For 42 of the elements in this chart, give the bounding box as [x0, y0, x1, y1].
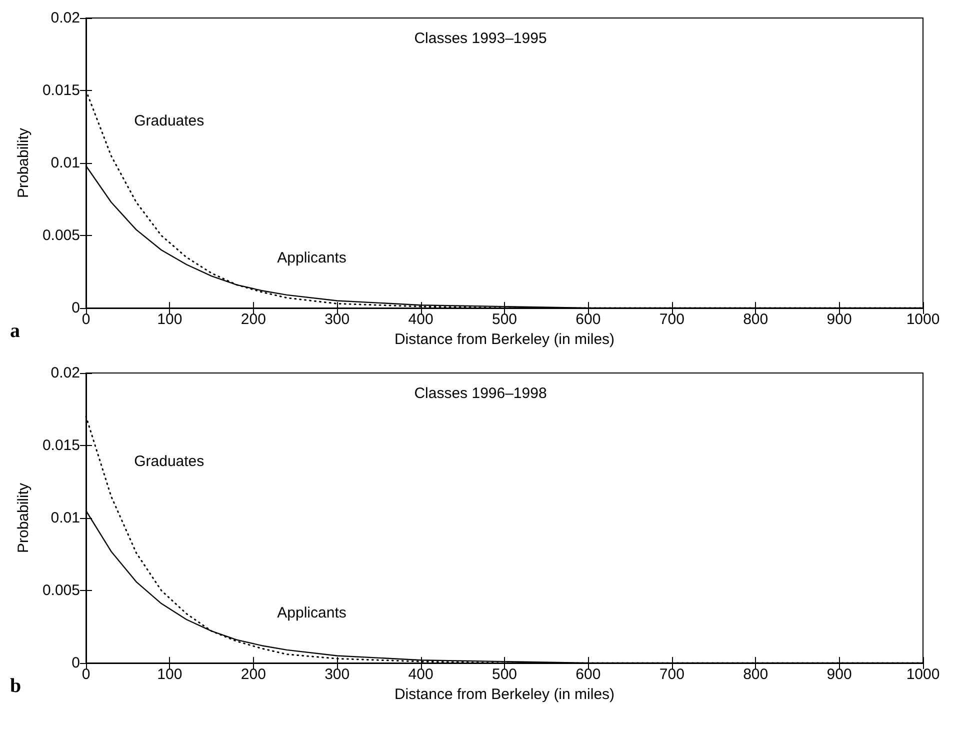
y-axis-title: Probability: [15, 482, 32, 554]
series-label: Applicants: [277, 604, 346, 622]
text: Graduates: [134, 112, 204, 130]
x-tick-label: 100: [157, 666, 182, 683]
text: Classes 1993–1995: [414, 30, 547, 47]
x-tick-label: 200: [240, 311, 266, 328]
text: a: [10, 320, 20, 342]
x-tick-label: 1000: [906, 666, 940, 683]
x-tick-label: 600: [576, 666, 601, 683]
y-tick-label: 0.015: [42, 437, 80, 454]
x-tick-label: 900: [826, 311, 852, 328]
y-tick-label: 0: [72, 654, 80, 672]
y-tick-label: 0.005: [42, 582, 80, 599]
y-tick-label: 0.02: [50, 10, 80, 26]
x-tick-label: 100: [157, 311, 182, 328]
x-tick-label: 400: [408, 311, 434, 328]
x-tick-label: 200: [240, 666, 266, 683]
x-tick-label: 500: [492, 311, 518, 328]
y-tick-label: 0: [72, 300, 80, 316]
text: Classes 1996–1998: [414, 385, 547, 402]
x-tick-label: 1000: [906, 311, 940, 328]
text: b: [10, 675, 22, 697]
x-tick-label: 300: [324, 666, 350, 683]
x-tick-label: 700: [659, 666, 684, 683]
x-tick-label: 800: [743, 666, 768, 683]
x-tick-label: 800: [743, 311, 768, 328]
y-tick-label: 0.01: [50, 510, 80, 526]
series-label: Graduates: [134, 452, 204, 470]
series-label: Applicants: [277, 250, 346, 267]
y-tick-label: 0.01: [50, 154, 80, 172]
y-tick-label: 0.015: [42, 82, 80, 99]
x-tick-label: 700: [659, 311, 684, 328]
y-axis-title: Probability: [15, 127, 32, 198]
y-tick-label: 0.02: [50, 364, 80, 382]
x-axis-title: Distance from Berkeley (in miles): [394, 686, 615, 703]
y-tick-label: 0.005: [42, 227, 80, 244]
x-tick-label: 500: [492, 666, 518, 683]
x-tick-label: 600: [576, 311, 601, 328]
x-tick-label: 300: [324, 311, 350, 328]
x-tick-label: 400: [408, 666, 434, 683]
x-axis-title: Distance from Berkeley (in miles): [394, 330, 615, 348]
x-tick-label: 900: [826, 666, 852, 683]
